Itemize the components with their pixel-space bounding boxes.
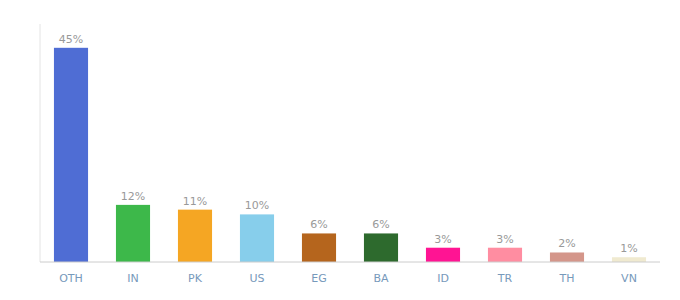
bar (426, 248, 460, 262)
bar (364, 233, 398, 262)
bar (550, 252, 584, 262)
data-label: 1% (620, 242, 637, 255)
data-label: 45% (59, 33, 83, 46)
tick-label: TH (559, 272, 575, 285)
bar (488, 248, 522, 262)
tick-label: TR (497, 272, 513, 285)
y-axis (40, 24, 41, 262)
data-label: 3% (496, 233, 513, 246)
chart: 45% 12% 11% 10% 6% 6% 3% 3% 2% 1% OTH IN PK US EG BA ID T… (0, 0, 680, 300)
data-label: 3% (434, 233, 451, 246)
tick-label: US (249, 272, 264, 285)
data-label: 6% (372, 218, 389, 231)
tick-label: IN (127, 272, 138, 285)
bar (116, 205, 150, 262)
data-label: 6% (310, 218, 327, 231)
bar (240, 214, 274, 262)
chart-container: 45% 12% 11% 10% 6% 6% 3% 3% 2% 1% OTH IN PK US EG BA ID T… (0, 0, 680, 300)
data-label: 12% (121, 190, 145, 203)
tick-label: BA (373, 272, 389, 285)
data-label: 2% (558, 237, 575, 250)
bar (54, 48, 88, 262)
bar (302, 233, 336, 262)
data-label: 10% (245, 199, 269, 212)
tick-label: ID (437, 272, 449, 285)
tick-label: PK (188, 272, 203, 285)
bar (612, 257, 646, 262)
tick-label: VN (621, 272, 637, 285)
tick-label: EG (311, 272, 326, 285)
bar (178, 210, 212, 262)
data-label: 11% (183, 195, 207, 208)
x-axis (40, 262, 660, 263)
tick-label: OTH (59, 272, 83, 285)
bars (54, 48, 646, 262)
